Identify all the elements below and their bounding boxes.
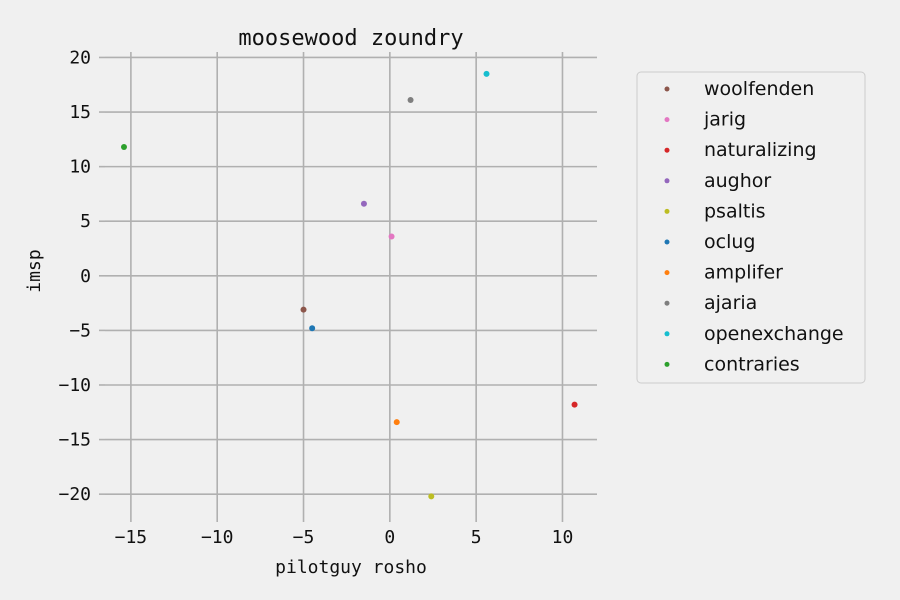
y-tick-label: 5: [80, 211, 91, 232]
chart-title: moosewood zoundry: [238, 26, 463, 51]
point-naturalizing: [571, 401, 578, 408]
legend-label-openexchange: openexchange: [704, 323, 844, 345]
legend-label-oclug: oclug: [704, 231, 755, 253]
point-contraries: [120, 143, 127, 150]
legend-box: [636, 71, 866, 384]
x-tick-label: 0: [384, 527, 395, 548]
legend-marker-ajaria: [664, 300, 670, 306]
legend-marker-aughor: [664, 178, 670, 184]
point-jarig: [388, 233, 395, 240]
legend-label-amplifer: amplifer: [704, 262, 783, 284]
legend: woolfenden jarig naturalizing aughor psaltis…: [636, 71, 866, 384]
y-tick-label: −5: [69, 320, 91, 341]
grid: [105, 52, 597, 516]
legend-marker-openexchange: [664, 331, 670, 337]
y-tick-label: 0: [80, 266, 91, 287]
legend-label-psaltis: psaltis: [704, 200, 766, 222]
point-psaltis: [428, 493, 435, 500]
data-points: [120, 70, 578, 500]
y-tick-label: −20: [58, 484, 91, 505]
legend-marker-naturalizing: [664, 147, 670, 153]
point-openexchange: [483, 70, 490, 77]
y-tick-label: −15: [58, 430, 91, 451]
x-axis-ticks: −15 −10 −5 0 5 10: [115, 516, 574, 548]
x-tick-label: −10: [201, 527, 234, 548]
x-tick-label: 5: [471, 527, 482, 548]
legend-marker-contraries: [664, 361, 670, 367]
point-ajaria: [407, 97, 414, 104]
y-axis-ticks: 20 15 10 5 0 −5 −10 −15 −20: [58, 47, 105, 505]
x-tick-label: 10: [552, 527, 574, 548]
legend-marker-jarig: [664, 117, 670, 123]
legend-label-naturalizing: naturalizing: [704, 139, 817, 161]
y-tick-label: −10: [58, 375, 91, 396]
point-amplifer: [393, 419, 400, 426]
x-tick-label: −5: [293, 527, 315, 548]
x-tick-label: −15: [115, 527, 148, 548]
x-axis-label: pilotguy rosho: [275, 557, 427, 578]
point-woolfenden: [300, 306, 307, 313]
y-tick-label: 20: [69, 47, 91, 68]
legend-label-contraries: contraries: [704, 353, 800, 375]
legend-label-aughor: aughor: [704, 170, 771, 192]
legend-marker-oclug: [664, 239, 670, 245]
legend-label-jarig: jarig: [703, 109, 746, 131]
point-oclug: [309, 325, 316, 332]
y-axis-label: imsp: [24, 249, 45, 292]
y-tick-label: 15: [69, 102, 91, 123]
legend-label-ajaria: ajaria: [704, 292, 757, 314]
legend-marker-psaltis: [664, 208, 670, 214]
y-tick-label: 10: [69, 157, 91, 178]
legend-marker-amplifer: [664, 270, 670, 276]
point-aughor: [360, 200, 367, 207]
legend-marker-woolfenden: [664, 86, 670, 92]
legend-label-woolfenden: woolfenden: [704, 78, 814, 100]
